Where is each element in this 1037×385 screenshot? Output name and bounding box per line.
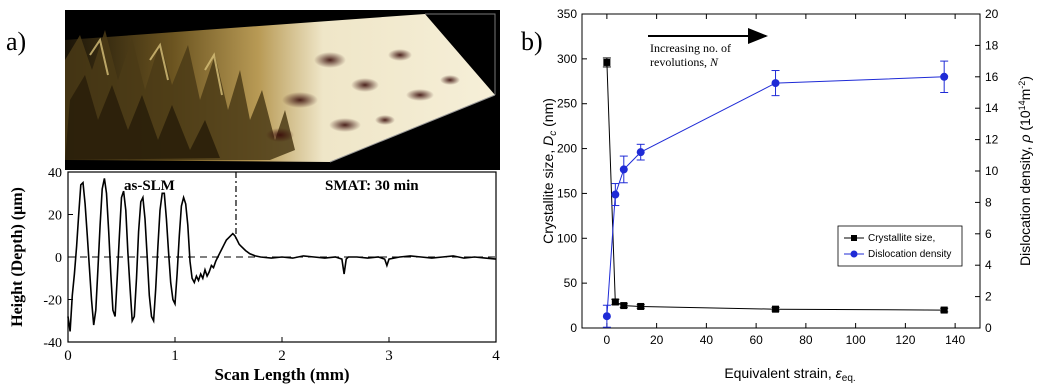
y-tick-label-a: -40 xyxy=(43,336,62,351)
legend: Crystallite size, Dislocation density xyxy=(837,225,963,267)
y-tick-label-left: 150 xyxy=(557,186,577,200)
crystallite-dislocation-chart: 0 20 40 60 80 100 120 140 0 50 100 150 200 250 300 350 0… xyxy=(540,7,1033,384)
series-line-height-profile xyxy=(67,178,497,332)
x-tick-label-b: 140 xyxy=(945,333,965,347)
y-tick-label-right: 20 xyxy=(985,7,999,21)
data-point-dislocation xyxy=(771,79,780,88)
annotation-smat: SMAT: 30 min xyxy=(325,178,419,194)
y-tick-label-right: 8 xyxy=(985,195,992,209)
data-point-crystallite xyxy=(772,305,780,313)
y-tick-label-left: 0 xyxy=(570,321,577,335)
series-line-1 xyxy=(606,76,945,317)
data-point-crystallite xyxy=(637,302,645,310)
data-point-crystallite xyxy=(611,298,619,306)
y-tick-label-right: 4 xyxy=(985,258,992,272)
y-tick-label-left: 100 xyxy=(557,231,577,245)
y-tick-label-a: 0 xyxy=(55,251,62,266)
height-profile-chart: 0 1 2 3 4 -40 -20 0 20 40 as-SLM SMAT: 30 min Sca… xyxy=(9,166,500,384)
annotation-increasing-n: Increasing no. of revolutions, N xyxy=(650,41,734,69)
panel-b-label: b) xyxy=(521,27,543,56)
data-point-dislocation xyxy=(940,72,949,81)
data-point-crystallite xyxy=(620,302,628,310)
x-tick-label-a: 0 xyxy=(64,348,72,364)
y-axis-label-right: Dislocation density, ρ (1014m-2) xyxy=(1017,76,1033,266)
annotation-as-slm: as-SLM xyxy=(124,178,175,194)
data-point-dislocation xyxy=(636,148,645,157)
y-tick-label-a: 20 xyxy=(48,209,62,224)
x-axis-label-a: Scan Length (mm) xyxy=(214,365,349,384)
y-tick-label-a: -20 xyxy=(43,294,62,309)
y-tick-label-right: 12 xyxy=(985,133,999,147)
legend-label-crystallite: Crystallite size, xyxy=(868,233,935,244)
panel-a-label: a) xyxy=(6,27,26,56)
x-tick-label-b: 20 xyxy=(650,333,664,347)
surface-profile-image xyxy=(65,10,500,170)
y-tick-label-left: 300 xyxy=(557,52,577,66)
y-tick-label-a: 40 xyxy=(48,166,62,181)
y-tick-label-right: 2 xyxy=(985,290,992,304)
x-axis-label-b: Equivalent strain, εeq. xyxy=(724,365,855,384)
y-tick-label-right: 14 xyxy=(985,101,999,115)
x-tick-label-a: 2 xyxy=(278,348,286,364)
x-tick-label-b: 0 xyxy=(604,333,611,347)
y-tick-label-right: 10 xyxy=(985,164,999,178)
data-point-crystallite xyxy=(603,58,611,66)
data-point-dislocation xyxy=(619,165,628,174)
x-tick-label-b: 100 xyxy=(846,333,866,347)
y-axis-label-left: Crystallite size, Dc (nm) xyxy=(540,98,559,244)
x-tick-label-b: 80 xyxy=(799,333,813,347)
x-tick-label-b: 120 xyxy=(895,333,915,347)
legend-item-dislocation: Dislocation density xyxy=(844,249,951,260)
data-point-crystallite xyxy=(940,306,948,314)
y-tick-label-right: 18 xyxy=(985,38,999,52)
legend-label-dislocation: Dislocation density xyxy=(868,249,951,260)
y-axis-label-a: Height (Depth) (μm) xyxy=(9,187,26,327)
y-tick-label-left: 50 xyxy=(564,276,578,290)
y-tick-label-right: 0 xyxy=(985,321,992,335)
y-tick-label-left: 350 xyxy=(557,7,577,21)
plot-frame-b xyxy=(581,13,981,329)
data-point-dislocation xyxy=(611,190,620,199)
x-tick-label-a: 3 xyxy=(385,348,393,364)
x-tick-label-b: 40 xyxy=(700,333,714,347)
series-line-0 xyxy=(606,62,945,311)
y-tick-label-left: 200 xyxy=(557,142,577,156)
legend-item-crystallite: Crystallite size, xyxy=(844,233,935,244)
x-tick-label-a: 4 xyxy=(492,348,500,364)
y-tick-label-right: 16 xyxy=(985,70,999,84)
data-point-dislocation xyxy=(602,312,611,321)
y-tick-label-left: 250 xyxy=(557,97,577,111)
x-tick-label-a: 1 xyxy=(171,348,179,364)
x-tick-label-b: 60 xyxy=(749,333,763,347)
y-tick-label-right: 6 xyxy=(985,227,992,241)
